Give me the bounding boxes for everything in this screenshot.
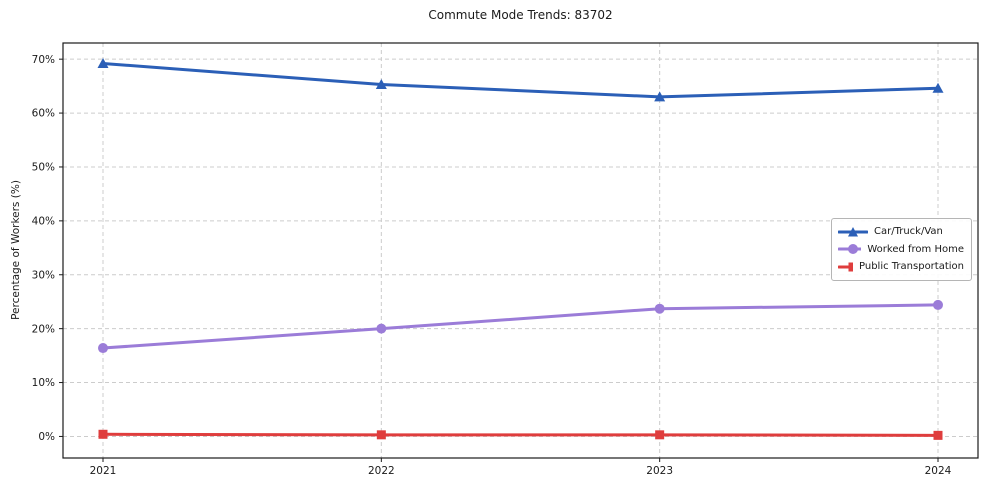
legend-label: Public Transportation [859,261,964,273]
triangle-marker-icon [838,226,868,237]
square-marker-icon [838,262,854,272]
y-tick-label: 60% [32,108,55,120]
x-tick-label: 2023 [646,465,673,477]
x-tick-label: 2022 [368,465,395,477]
y-tick-label: 40% [32,216,55,228]
legend-item-car-truck-van: Car/Truck/Van [838,223,964,241]
y-tick-label: 50% [32,162,55,174]
y-tick-label: 30% [32,269,55,281]
legend-item-worked-from-home: Worked from Home [838,241,964,259]
legend-item-public-transportation: Public Transportation [838,258,964,276]
x-tick-label: 2021 [90,465,117,477]
y-tick-label: 10% [32,377,55,389]
circle-marker-icon [838,244,862,255]
legend: Car/Truck/Van Worked from Home Public Tr… [831,218,972,281]
y-tick-label: 20% [32,323,55,335]
y-tick-label: 0% [38,431,55,443]
y-tick-label: 70% [32,54,55,66]
legend-label: Worked from Home [867,243,964,255]
chart-title: Commute Mode Trends: 83702 [428,8,613,22]
x-tick-label: 2024 [925,465,952,477]
legend-label: Car/Truck/Van [874,226,943,238]
